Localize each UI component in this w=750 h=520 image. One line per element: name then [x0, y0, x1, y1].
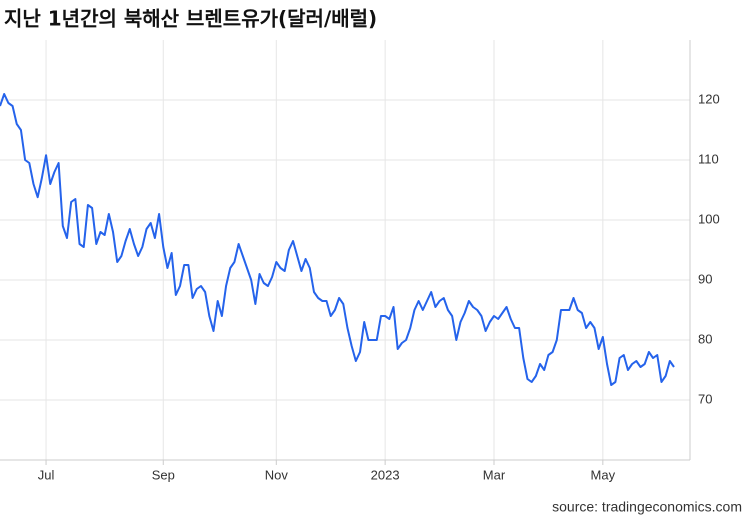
- x-tick-label: Nov: [265, 467, 289, 482]
- x-tick-label: 2023: [371, 467, 400, 482]
- y-tick-label: 100: [698, 211, 720, 226]
- x-tick-label: May: [591, 467, 616, 482]
- price-line: [0, 93, 675, 386]
- y-tick-label: 80: [698, 331, 712, 346]
- x-tick-label: Sep: [152, 467, 175, 482]
- y-tick-label: 120: [698, 91, 720, 106]
- x-tick-label: Jul: [38, 467, 55, 482]
- x-tick-label: Mar: [483, 467, 506, 482]
- y-tick-label: 90: [698, 271, 712, 286]
- source: source: tradingeconomics.com: [552, 499, 742, 515]
- y-tick-label: 110: [698, 151, 719, 166]
- y-tick-label: 70: [698, 391, 712, 406]
- chart-title: 지난 1년간의 북해산 브렌트유가(달러/배럴): [4, 7, 377, 31]
